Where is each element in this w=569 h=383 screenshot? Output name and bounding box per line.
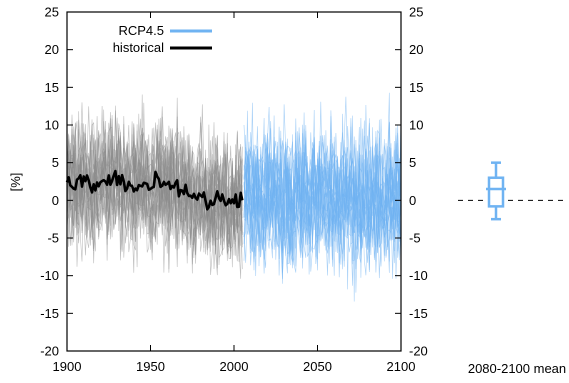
y-tick-label-left: 5 bbox=[52, 155, 59, 170]
legend-label-rcp45: RCP4.5 bbox=[118, 23, 164, 38]
y-axis-label: [%] bbox=[8, 173, 23, 192]
y-tick-label-right: -20 bbox=[409, 344, 428, 359]
axis-ticks-layer: 1900 1950 2000 2050 2100-20 -20-15 -15-10 -10-5… bbox=[40, 5, 428, 375]
historical-mean-line bbox=[65, 169, 244, 211]
boxplot-box bbox=[487, 176, 505, 208]
x-tick-label: 1900 bbox=[53, 359, 82, 374]
legend-label-historical: historical bbox=[113, 40, 164, 55]
y-tick-label-right: -10 bbox=[409, 268, 428, 283]
y-tick-label-right: -5 bbox=[409, 231, 421, 246]
y-tick-label-right: -15 bbox=[409, 306, 428, 321]
historical-mean-layer bbox=[65, 169, 244, 211]
ensemble-lines-layer bbox=[66, 92, 402, 302]
y-tick-label-right: 25 bbox=[409, 5, 423, 20]
y-tick-label-left: 0 bbox=[52, 193, 59, 208]
historical-member-line bbox=[66, 133, 243, 279]
historical-member-line bbox=[66, 121, 243, 264]
boxplot-label: 2080-2100 mean bbox=[468, 361, 566, 376]
rcp45-member-line bbox=[243, 112, 402, 279]
y-tick-label-left: -10 bbox=[40, 268, 59, 283]
x-tick-label: 2100 bbox=[387, 359, 416, 374]
y-tick-label-left: -5 bbox=[47, 231, 59, 246]
y-tick-label-right: 10 bbox=[409, 118, 423, 133]
rcp45-member-line bbox=[243, 136, 402, 264]
boxplot-2080-2100 bbox=[458, 161, 566, 221]
y-tick-label-right: 5 bbox=[409, 155, 416, 170]
y-tick-label-right: 20 bbox=[409, 42, 423, 57]
y-tick-label-right: 15 bbox=[409, 80, 423, 95]
legend: RCP4.5 historical bbox=[113, 23, 212, 55]
x-tick-label: 1950 bbox=[136, 359, 165, 374]
rcp45-member-line bbox=[243, 110, 402, 286]
x-tick-label: 2050 bbox=[303, 359, 332, 374]
y-tick-label-left: -15 bbox=[40, 306, 59, 321]
y-tick-label-left: 25 bbox=[45, 5, 59, 20]
y-tick-label-left: -20 bbox=[40, 344, 59, 359]
x-tick-label: 2000 bbox=[220, 359, 249, 374]
rcp45-member-line bbox=[243, 113, 402, 279]
rcp45-member-line bbox=[243, 117, 402, 278]
y-tick-label-left: 20 bbox=[45, 42, 59, 57]
y-tick-label-left: 10 bbox=[45, 118, 59, 133]
y-tick-label-right: 0 bbox=[409, 193, 416, 208]
y-tick-label-left: 15 bbox=[45, 80, 59, 95]
